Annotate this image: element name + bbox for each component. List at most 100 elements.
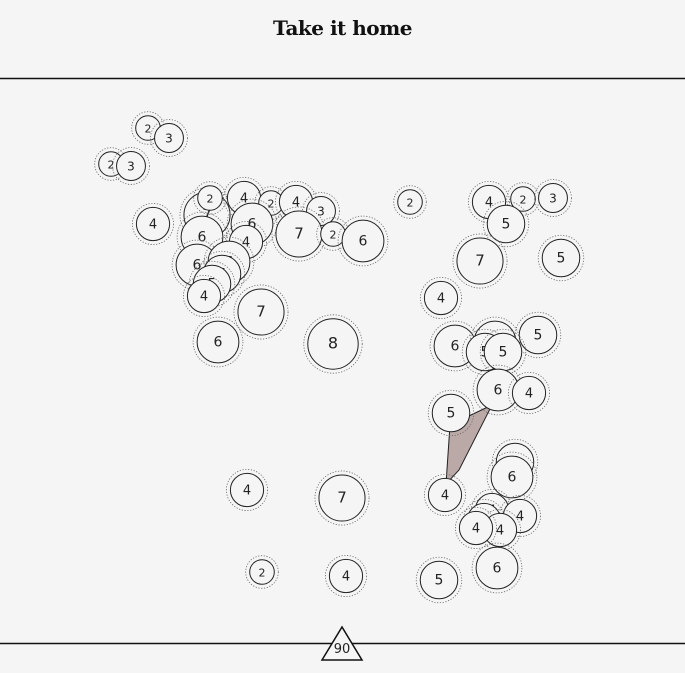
circle-value: 6 xyxy=(198,230,207,246)
circle-halo xyxy=(507,371,550,414)
game-circle-4[interactable]: 3 xyxy=(112,147,150,185)
game-circle-49[interactable]: 4 xyxy=(454,506,497,549)
game-circle-17[interactable]: 6 xyxy=(337,215,389,267)
circle-value: 2 xyxy=(330,229,337,242)
game-circle-1[interactable]: 2 xyxy=(131,111,165,145)
game-circle-55[interactable]: 5 xyxy=(415,556,463,604)
circle-halo xyxy=(491,438,539,486)
game-circle-40[interactable]: 4 xyxy=(507,371,550,414)
circle-value: 4 xyxy=(496,524,504,539)
circle-halo xyxy=(131,202,174,245)
game-circle-25[interactable]: 8 xyxy=(303,314,363,374)
circle-value: 2 xyxy=(145,123,152,136)
circle-value: 6 xyxy=(493,561,502,577)
game-circle-34[interactable]: 5 xyxy=(514,311,562,359)
circle-halo xyxy=(303,314,363,374)
circle-halo xyxy=(182,274,225,317)
circle-halo xyxy=(452,233,508,289)
circle-body xyxy=(419,560,459,600)
circle-body xyxy=(511,375,547,411)
circle-body xyxy=(490,455,534,499)
circle-value: 4 xyxy=(243,484,251,499)
circle-value: 5 xyxy=(435,573,444,589)
game-circle-30[interactable]: 5 xyxy=(482,200,530,248)
game-circle-7[interactable]: 2 xyxy=(193,181,227,215)
game-circle-54[interactable]: 4 xyxy=(324,555,367,598)
counter-triangle-icon xyxy=(320,625,364,661)
circle-value: 4 xyxy=(149,218,157,233)
game-circle-23[interactable]: 7 xyxy=(233,284,289,340)
circle-halo xyxy=(498,494,541,537)
game-circle-44[interactable]: 4 xyxy=(423,473,466,516)
circle-halo xyxy=(393,185,427,219)
circle-halo xyxy=(233,284,289,340)
circle-body xyxy=(427,477,463,513)
circle-value: 6 xyxy=(451,339,460,355)
game-circle-53[interactable]: 2 xyxy=(245,555,279,589)
circle-halo xyxy=(467,180,510,223)
circle-body xyxy=(135,206,171,242)
game-circle-43[interactable]: 6 xyxy=(486,451,538,503)
circle-halo xyxy=(423,473,466,516)
circle-body xyxy=(197,185,223,211)
circle-value: 7 xyxy=(202,206,212,224)
circle-halo xyxy=(534,179,572,217)
circle-halo xyxy=(482,200,530,248)
game-circle-38[interactable]: 5 xyxy=(479,328,527,376)
game-circle-50[interactable]: 6 xyxy=(471,542,523,594)
circle-value: 6 xyxy=(214,335,223,351)
circle-halo xyxy=(203,236,255,288)
circle-body xyxy=(538,183,568,213)
circle-body xyxy=(154,123,184,153)
game-circle-24[interactable]: 6 xyxy=(192,316,244,368)
circle-halo xyxy=(224,220,267,263)
circle-value: 3 xyxy=(317,205,325,219)
circle-halo xyxy=(478,508,521,551)
circle-value: 4 xyxy=(437,292,445,307)
circle-halo xyxy=(419,276,462,319)
game-circle-52[interactable]: 7 xyxy=(314,470,370,526)
game-circle-5[interactable]: 4 xyxy=(131,202,174,245)
game-circle-51[interactable]: 4 xyxy=(225,468,268,511)
circle-halo xyxy=(314,470,370,526)
circle-value: 4 xyxy=(240,192,248,207)
circle-value: 4 xyxy=(441,489,449,504)
circle-halo xyxy=(324,555,367,598)
game-circle-2[interactable]: 3 xyxy=(150,119,188,157)
game-circle-28[interactable]: 2 xyxy=(506,182,540,216)
game-circle-33[interactable]: 4 xyxy=(419,276,462,319)
circle-value: 3 xyxy=(127,160,135,174)
game-circle-14[interactable]: 7 xyxy=(271,206,327,262)
circle-body xyxy=(196,320,240,364)
circle-value: 2 xyxy=(268,198,275,211)
circle-halo xyxy=(454,506,497,549)
circle-body xyxy=(397,189,423,215)
circle-body xyxy=(116,151,146,181)
circle-body xyxy=(186,278,222,314)
circle-halo xyxy=(226,198,278,250)
circle-body xyxy=(307,318,359,370)
circle-value: 5 xyxy=(557,251,566,267)
game-circle-31[interactable]: 7 xyxy=(452,233,508,289)
circle-halo xyxy=(245,555,279,589)
circle-value: 5 xyxy=(534,328,543,344)
game-circle-41[interactable]: 5 xyxy=(427,389,475,437)
circle-body xyxy=(318,474,366,522)
circle-value: 6 xyxy=(248,217,257,233)
game-circle-32[interactable]: 5 xyxy=(537,234,585,282)
game-circle-29[interactable]: 3 xyxy=(534,179,572,217)
circle-body xyxy=(431,393,471,433)
circle-value: 4 xyxy=(525,387,533,402)
circle-value: 6 xyxy=(494,383,503,399)
game-circle-22[interactable]: 4 xyxy=(182,274,225,317)
game-circle-26[interactable]: 2 xyxy=(393,185,427,219)
circle-value: 5 xyxy=(502,217,511,233)
circles-layer: 2323472424366742666554768242357545665564… xyxy=(94,111,585,604)
circle-value: 3 xyxy=(165,132,173,146)
circle-halo xyxy=(225,468,268,511)
circle-halo xyxy=(176,211,228,263)
turn-counter: 90 xyxy=(320,625,364,661)
circle-body xyxy=(237,288,285,336)
circle-halo xyxy=(193,181,227,215)
